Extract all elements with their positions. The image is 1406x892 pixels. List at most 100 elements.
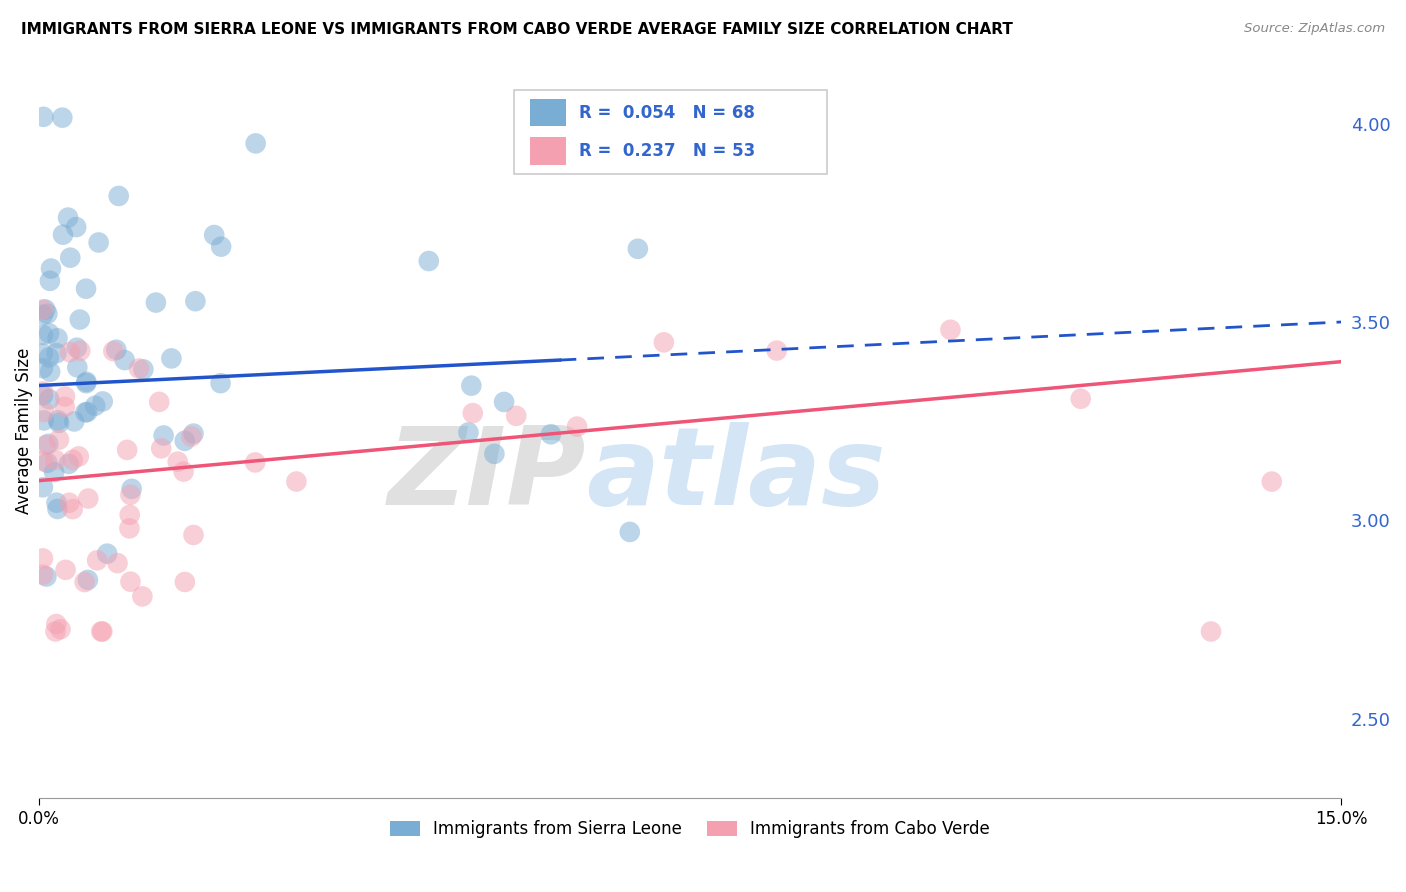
Point [75, 282, 97, 296]
Point [62, 502, 84, 516]
Text: R =  0.237   N = 53: R = 0.237 N = 53 [579, 143, 755, 161]
Point [285, 475, 308, 489]
Point [37, 437, 59, 451]
Point [1261, 475, 1284, 489]
Point [565, 419, 588, 434]
Point [91, 624, 114, 639]
Point [184, 294, 207, 309]
Point [619, 524, 641, 539]
Text: ZIP: ZIP [387, 422, 586, 528]
Point [128, 361, 150, 376]
Point [32, 308, 55, 322]
Point [105, 343, 128, 357]
Bar [530, 98, 567, 127]
Point [48, 416, 70, 430]
Point [243, 455, 266, 469]
Point [118, 521, 141, 535]
Point [132, 362, 155, 376]
Point [34, 405, 56, 419]
Point [73, 575, 96, 590]
Point [45, 496, 67, 510]
Point [120, 488, 142, 502]
Point [46, 331, 69, 345]
Point [160, 351, 183, 366]
Point [58, 457, 80, 471]
Point [63, 414, 86, 428]
Point [120, 574, 142, 589]
Point [180, 429, 202, 443]
Point [38, 392, 60, 407]
Point [86, 553, 108, 567]
Point [457, 425, 479, 440]
Point [145, 295, 167, 310]
Point [45, 617, 67, 632]
Point [39, 274, 62, 288]
Point [1199, 624, 1222, 639]
Point [418, 254, 440, 268]
Point [96, 547, 118, 561]
Point [114, 353, 136, 368]
Point [38, 326, 60, 341]
Point [69, 312, 91, 326]
Point [84, 399, 107, 413]
Point [49, 622, 72, 636]
Point [34, 302, 56, 317]
Text: Source: ZipAtlas.com: Source: ZipAtlas.com [1244, 22, 1385, 36]
Point [66, 360, 89, 375]
Point [32, 361, 55, 376]
Point [76, 573, 98, 587]
Point [77, 491, 100, 506]
Point [939, 323, 962, 337]
Point [53, 400, 76, 414]
Point [67, 450, 90, 464]
Point [131, 590, 153, 604]
Y-axis label: Average Family Size: Average Family Size [15, 348, 32, 515]
Point [166, 455, 188, 469]
Point [75, 375, 97, 389]
Point [540, 427, 562, 442]
Point [202, 227, 225, 242]
Point [183, 528, 205, 542]
Point [118, 508, 141, 522]
Bar [530, 137, 567, 165]
Point [505, 409, 527, 423]
Point [152, 428, 174, 442]
Point [65, 220, 87, 235]
Point [32, 567, 55, 582]
Point [107, 189, 129, 203]
Point [37, 456, 59, 470]
Point [87, 235, 110, 250]
Point [44, 624, 66, 639]
Point [173, 434, 195, 448]
Point [45, 346, 67, 360]
Point [494, 395, 516, 409]
Point [39, 365, 62, 379]
Point [52, 227, 75, 242]
Point [484, 447, 506, 461]
Point [32, 384, 55, 399]
Point [209, 376, 232, 391]
Point [62, 453, 84, 467]
Point [75, 376, 97, 391]
Point [58, 496, 80, 510]
Point [46, 502, 69, 516]
Point [39, 261, 62, 276]
Point [627, 242, 650, 256]
Point [32, 346, 55, 360]
Point [121, 482, 143, 496]
Point [34, 438, 56, 452]
Point [46, 413, 69, 427]
Point [32, 454, 55, 468]
Point [48, 433, 70, 447]
Text: R =  0.054   N = 68: R = 0.054 N = 68 [579, 103, 755, 121]
Point [37, 307, 59, 321]
Point [103, 344, 125, 359]
Point [183, 426, 205, 441]
Point [53, 389, 76, 403]
Point [209, 240, 232, 254]
Point [56, 211, 79, 225]
Point [59, 251, 82, 265]
Legend: Immigrants from Sierra Leone, Immigrants from Cabo Verde: Immigrants from Sierra Leone, Immigrants… [382, 814, 997, 845]
Point [76, 405, 98, 419]
Point [66, 341, 89, 355]
